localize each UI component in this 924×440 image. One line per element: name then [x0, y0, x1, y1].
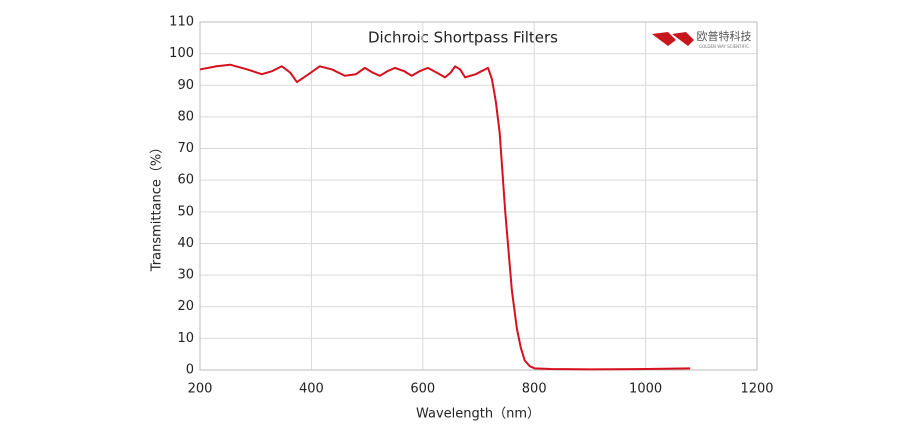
chart-title: Dichroic Shortpass Filters: [368, 29, 558, 47]
x-tick-label: 200: [188, 382, 213, 397]
logo-mark: [652, 32, 694, 46]
y-tick-label: 0: [186, 363, 194, 378]
logo-text: 欧普特科技: [697, 29, 752, 43]
logo-subtext: GOLDEN WAY SCIENTIFIC: [699, 44, 749, 49]
x-tick-label: 1000: [629, 382, 662, 397]
x-tick-label: 400: [299, 382, 324, 397]
logo: 欧普特科技 GOLDEN WAY SCIENTIFIC: [652, 29, 752, 49]
y-tick-label: 20: [177, 299, 194, 314]
x-tick-label: 1200: [740, 382, 773, 397]
y-tick-label: 10: [177, 331, 194, 346]
plot-frame: [199, 21, 758, 371]
y-tick-label: 30: [177, 268, 194, 283]
y-tick-label: 50: [177, 204, 194, 219]
y-tick-label: 80: [177, 109, 194, 124]
x-tick-label: 600: [410, 382, 435, 397]
x-tick-label: 800: [522, 382, 547, 397]
y-tick-label: 100: [169, 46, 194, 61]
y-tick-label: 110: [169, 15, 194, 30]
y-tick-label: 90: [177, 78, 194, 93]
y-tick-label: 70: [177, 141, 194, 156]
y-axis-label: Transmittance（%）: [150, 141, 165, 273]
y-tick-label: 60: [177, 173, 194, 188]
data-line: [199, 63, 691, 371]
y-tick-label: 40: [177, 236, 194, 251]
x-axis-label: Wavelength（nm）: [416, 407, 540, 422]
